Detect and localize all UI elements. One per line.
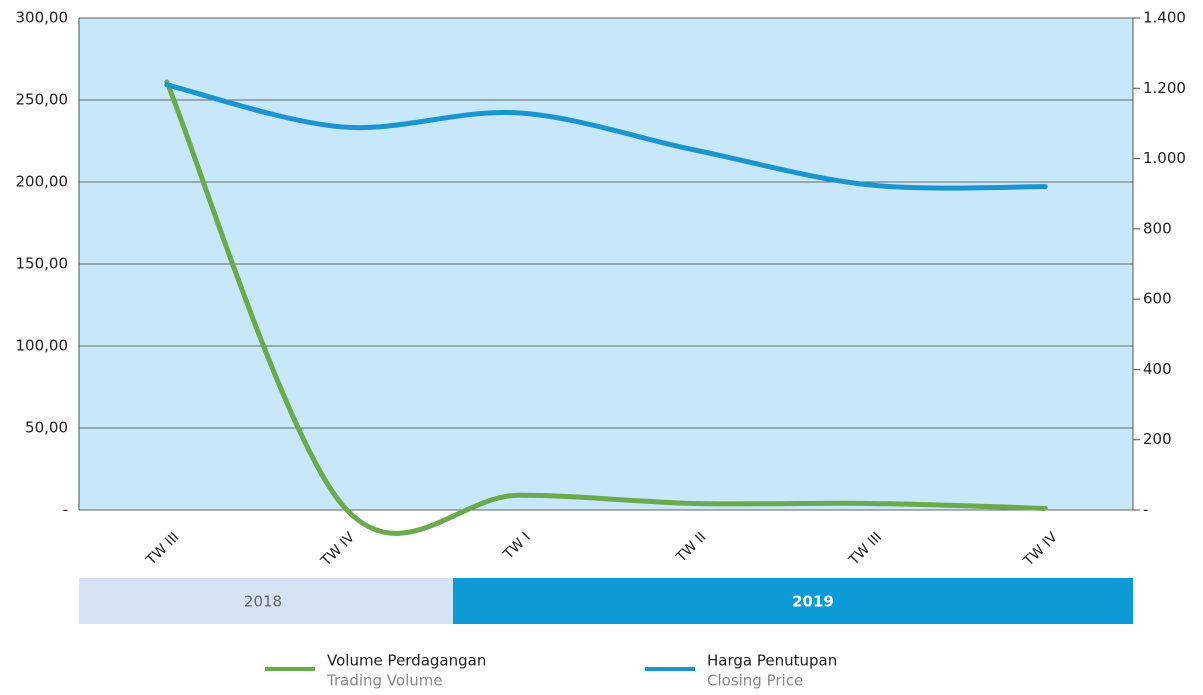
y-tick-label: - bbox=[63, 501, 68, 519]
legend-label-en: Closing Price bbox=[707, 672, 803, 690]
y-tick-label: 100,00 bbox=[16, 337, 69, 355]
year-band bbox=[79, 578, 453, 624]
x-tick-label: TW I bbox=[500, 529, 534, 563]
y-tick-label: 200,00 bbox=[16, 173, 69, 191]
y2-tick-label: 400 bbox=[1143, 360, 1172, 378]
y2-tick-label: 200 bbox=[1143, 430, 1172, 448]
x-tick-label: TW IV bbox=[317, 529, 358, 570]
series-line bbox=[164, 82, 1048, 191]
y2-tick-label: 1.400 bbox=[1143, 9, 1186, 27]
legend-label-en: Trading Volume bbox=[326, 672, 443, 690]
y-tick-label: 250,00 bbox=[16, 91, 69, 109]
legend-label: Volume Perdagangan bbox=[327, 652, 486, 670]
x-tick-label: TW II bbox=[673, 529, 710, 566]
x-tick-label: TW IV bbox=[1020, 529, 1061, 570]
year-label: 2018 bbox=[244, 593, 282, 611]
y2-tick-label: 800 bbox=[1143, 219, 1172, 237]
year-band bbox=[453, 578, 1133, 624]
year-label: 2019 bbox=[792, 593, 834, 611]
y-tick-label: 150,00 bbox=[16, 255, 69, 273]
legend-label: Harga Penutupan bbox=[707, 652, 837, 670]
x-tick-label: TW III bbox=[143, 529, 183, 569]
y2-tick-label: 1.000 bbox=[1143, 149, 1186, 167]
y-tick-label: 50,00 bbox=[25, 419, 68, 437]
x-tick-label: TW III bbox=[845, 529, 885, 569]
y-tick-label: 300,00 bbox=[16, 9, 69, 27]
y2-tick-label: - bbox=[1143, 501, 1148, 519]
series-line bbox=[164, 79, 1048, 536]
y2-tick-label: 600 bbox=[1143, 290, 1172, 308]
y2-tick-label: 1.200 bbox=[1143, 79, 1186, 97]
